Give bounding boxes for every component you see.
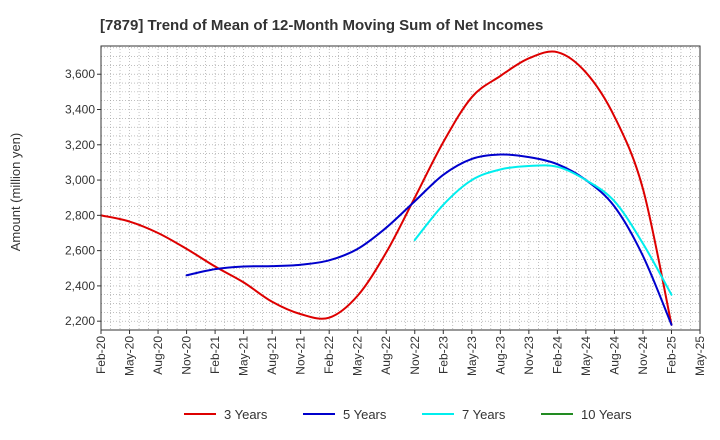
x-tick-label: Nov-22 <box>408 336 422 375</box>
x-tick-label: May-25 <box>693 336 707 376</box>
x-tick-label: Feb-22 <box>322 336 336 374</box>
x-tick-label: Feb-20 <box>94 336 108 374</box>
x-tick-label: Aug-23 <box>493 336 507 375</box>
legend-label: 5 Years <box>343 407 387 422</box>
plot-frame <box>100 45 701 331</box>
x-tick-label: Nov-21 <box>294 336 308 375</box>
x-tick-label: May-20 <box>123 336 137 376</box>
x-tick-label: Nov-20 <box>180 336 194 375</box>
legend-label: 10 Years <box>581 407 632 422</box>
y-axis-label: Amount (million yen) <box>8 133 23 252</box>
series-lines <box>100 50 673 326</box>
x-tick-label: Aug-22 <box>379 336 393 375</box>
x-tick-label: Nov-24 <box>636 336 650 375</box>
y-tick-label: 2,800 <box>65 208 95 222</box>
y-tick-label: 2,600 <box>65 244 95 258</box>
y-tick-label: 3,400 <box>65 103 95 117</box>
chart-title: [7879] Trend of Mean of 12-Month Moving … <box>100 17 543 34</box>
x-tick-label: May-22 <box>351 336 365 376</box>
x-tick-label: Feb-23 <box>436 336 450 374</box>
x-tick-label: Nov-23 <box>522 336 536 375</box>
series-line-7-years <box>413 164 673 296</box>
x-tick-label: May-23 <box>465 336 479 376</box>
grid-lines <box>100 46 701 331</box>
x-tick-label: May-21 <box>237 336 251 376</box>
x-tick-label: May-24 <box>579 336 593 376</box>
y-tick-label: 2,200 <box>65 314 95 328</box>
x-tick-label: Aug-20 <box>151 336 165 375</box>
legend-label: 7 Years <box>462 407 506 422</box>
x-tick-label: Feb-21 <box>208 336 222 374</box>
legend-label: 3 Years <box>224 407 268 422</box>
y-tick-label: 3,200 <box>65 138 95 152</box>
y-tick-label: 2,400 <box>65 279 95 293</box>
legend: 3 Years 5 Years 7 Years 10 Years <box>184 407 632 422</box>
x-tick-label: Feb-25 <box>664 336 678 374</box>
plot-background <box>101 46 700 330</box>
y-tick-label: 3,600 <box>65 67 95 81</box>
series-line-3-years <box>100 50 673 326</box>
x-tick-label: Feb-24 <box>550 336 564 374</box>
y-tick-label: 3,000 <box>65 173 95 187</box>
x-tick-label: Aug-24 <box>607 336 621 375</box>
axes: 2,200 2,400 2,600 2,800 3,000 3,200 3,400 3,600… <box>65 45 707 376</box>
plot-area <box>101 46 700 330</box>
x-tick-label: Aug-21 <box>265 336 279 375</box>
